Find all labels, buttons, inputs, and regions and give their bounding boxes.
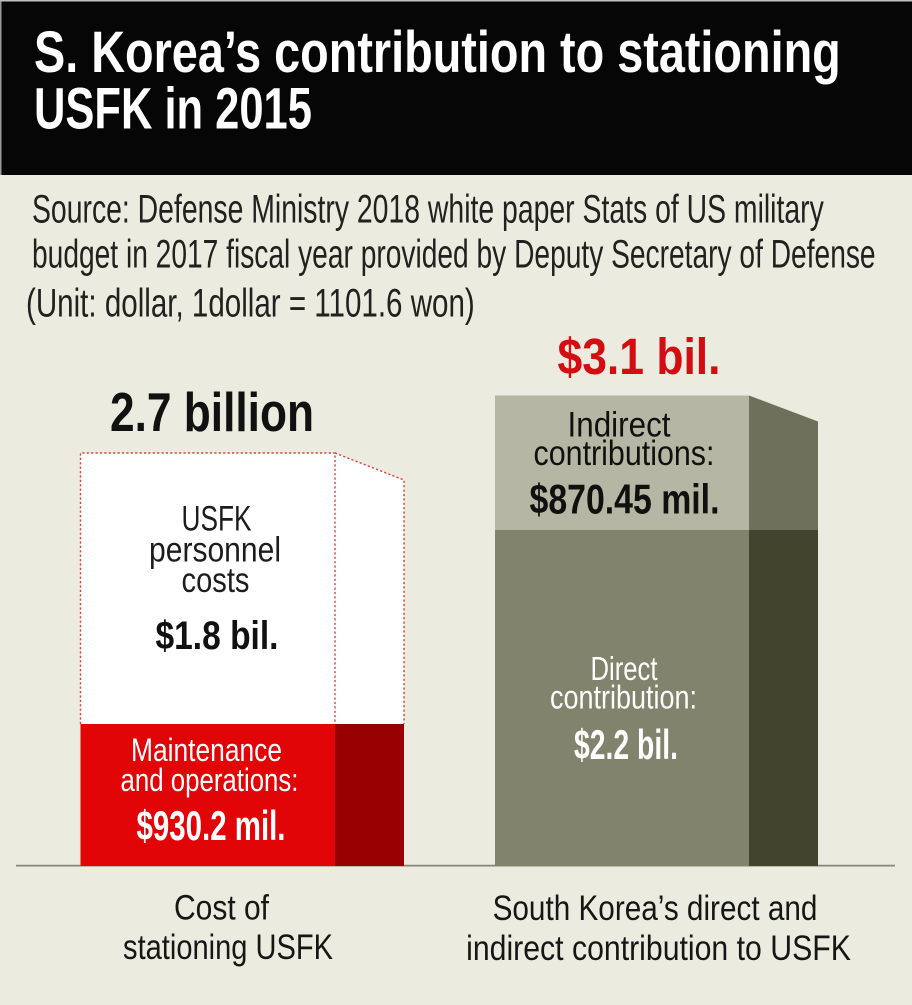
svg-text:costs: costs xyxy=(182,560,250,599)
svg-text:and operations:: and operations: xyxy=(121,763,299,798)
svg-text:contribution:: contribution: xyxy=(550,680,697,716)
svg-text:Indirect: Indirect xyxy=(568,406,671,445)
svg-text:budget in 2017 fiscal year pro: budget in 2017 fiscal year provided by D… xyxy=(32,233,876,277)
svg-text:2.7 billion: 2.7 billion xyxy=(110,381,314,443)
svg-text:$3.1 bil.: $3.1 bil. xyxy=(558,329,721,386)
svg-text:indirect contribution to USFK: indirect contribution to USFK xyxy=(466,928,851,968)
svg-text:$870.45 mil.: $870.45 mil. xyxy=(530,476,720,523)
svg-text:contributions:: contributions: xyxy=(534,433,715,472)
svg-text:$1.8 bil.: $1.8 bil. xyxy=(156,613,279,657)
svg-text:Source: Defense Ministry 2018: Source: Defense Ministry 2018 white pape… xyxy=(32,188,824,232)
svg-text:Direct: Direct xyxy=(591,651,658,688)
svg-text:Cost of: Cost of xyxy=(174,888,270,927)
svg-text:$2.2 bil.: $2.2 bil. xyxy=(574,721,678,768)
svg-text:USFK in 2015: USFK in 2015 xyxy=(34,76,312,140)
svg-text:S. Korea’s contribution to sta: S. Korea’s contribution to stationing xyxy=(34,20,841,85)
svg-text:(Unit: dollar, 1dollar = 1101.: (Unit: dollar, 1dollar = 1101.6 won) xyxy=(26,281,475,325)
svg-text:Maintenance: Maintenance xyxy=(131,733,282,769)
svg-text:$930.2 mil.: $930.2 mil. xyxy=(137,802,286,849)
svg-text:stationing USFK: stationing USFK xyxy=(123,927,333,966)
svg-text:South Korea’s direct and: South Korea’s direct and xyxy=(493,889,818,928)
svg-text:personnel: personnel xyxy=(149,529,281,569)
svg-text:USFK: USFK xyxy=(182,499,252,539)
